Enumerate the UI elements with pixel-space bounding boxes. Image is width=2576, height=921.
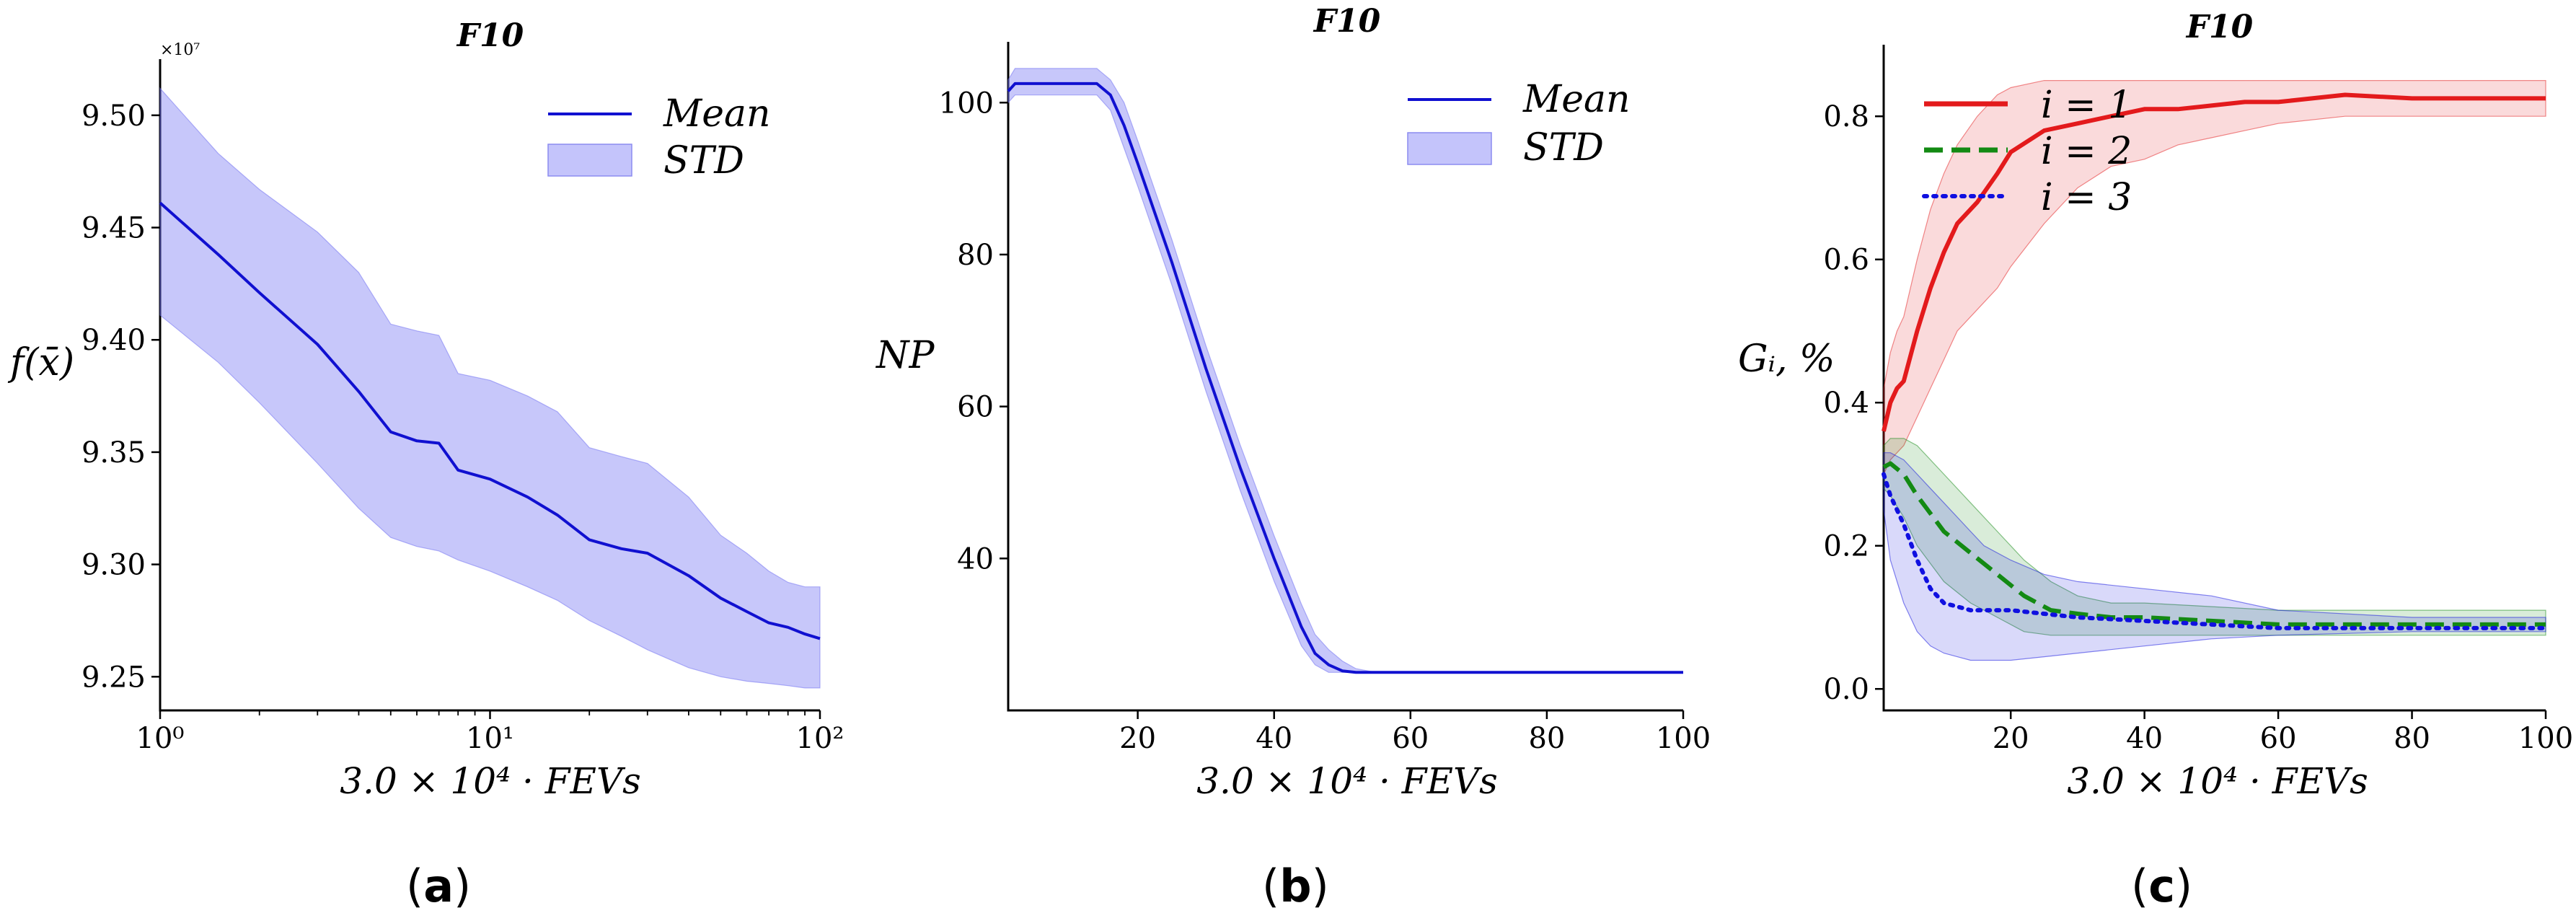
std-band-a-0: [159, 87, 821, 689]
panel-a-legend-std-swatch: [547, 144, 632, 177]
panel-b-ticks: 20 40 60 80 100 40 60 80 100: [939, 87, 1711, 755]
panel-b-caption-letter: b: [1279, 860, 1311, 912]
panel-a-multiplier: ×10⁷: [160, 41, 200, 59]
panel-c-xlabel: 3.0 × 10⁴ · FEVs: [2067, 760, 2368, 802]
panel-c-mean-lines: [1882, 92, 2548, 630]
panel-a-title: F10: [456, 17, 524, 54]
ytick-label-a-0: 9.25: [81, 661, 146, 694]
ytick-label-c-0: 0.0: [1823, 673, 1869, 706]
panel-c-caption-letter: c: [2148, 860, 2175, 912]
xtick-label-c-3: 80: [2394, 722, 2430, 755]
panel-a-legend: Mean STD: [547, 92, 771, 182]
panel-c-legend-i2: i = 2: [2041, 130, 2132, 173]
ytick-label-a-5: 9.50: [81, 100, 146, 133]
ytick-label-c-1: 0.2: [1823, 530, 1869, 563]
panel-c-legend: i = 1 i = 2 i = 3: [1922, 84, 2132, 219]
ytick-label-c-3: 0.6: [1823, 244, 1869, 277]
xtick-label-c-1: 40: [2126, 722, 2163, 755]
panel-c-ticks: 20 40 60 80 100 0.0 0.2 0.4 0.6 0.8: [1823, 100, 2573, 755]
xtick-label-a-2: 10²: [796, 722, 844, 755]
xtick-label-b-4: 100: [1656, 722, 1711, 755]
panel-a: F10 ×10⁷ 10⁰ 10¹ 10² 9.25 9.30 9.35 9.40 9.45 9.…: [7, 17, 844, 912]
panel-a-caption: (a): [406, 860, 471, 912]
panel-a-std-bands: [159, 87, 821, 689]
panel-c-std-bands: [1883, 80, 2546, 661]
ytick-label-a-2: 9.35: [81, 436, 146, 470]
ytick-label-c-2: 0.4: [1823, 387, 1869, 420]
panel-b-legend-std-swatch: [1407, 132, 1492, 165]
xtick-label-b-1: 40: [1256, 722, 1292, 755]
panel-b-ylabel: NP: [875, 334, 935, 377]
xtick-label-a-1: 10¹: [466, 722, 514, 755]
panel-c-caption: (c): [2131, 860, 2192, 912]
panel-a-ylabel: f(x̄): [7, 341, 74, 384]
panel-b-legend: Mean STD: [1407, 78, 1631, 169]
panel-b-legend-std: STD: [1523, 126, 1604, 169]
panel-b-title: F10: [1313, 3, 1381, 40]
mean-line-a-0: [159, 201, 821, 640]
xtick-label-b-2: 60: [1392, 722, 1429, 755]
ytick-label-b-0: 40: [957, 542, 994, 576]
panel-a-mean-lines: [159, 201, 821, 640]
std-band-c-0: [1883, 80, 2546, 475]
ytick-label-b-1: 60: [957, 391, 994, 424]
ytick-label-a-1: 9.30: [81, 549, 146, 582]
mean-line-b-0: [1007, 81, 1683, 674]
panel-c-legend-i3: i = 3: [2041, 176, 2132, 219]
ytick-label-b-2: 80: [957, 239, 994, 272]
panel-b-caption: (b): [1262, 860, 1329, 912]
ytick-label-a-4: 9.45: [81, 212, 146, 245]
xtick-label-c-0: 20: [1993, 722, 2029, 755]
ytick-label-b-3: 100: [939, 87, 994, 120]
mean-line-c-0: [1882, 92, 2546, 432]
xtick-label-b-3: 80: [1528, 722, 1565, 755]
panel-c-title: F10: [2185, 9, 2254, 45]
ytick-label-c-4: 0.8: [1823, 100, 1869, 133]
panel-a-legend-std: STD: [663, 139, 744, 182]
mean-line-c-2: [1882, 472, 2548, 630]
ytick-label-a-3: 9.40: [81, 324, 146, 357]
panel-b-axes: [1007, 42, 1683, 712]
panel-a-ticks: 10⁰ 10¹ 10² 9.25 9.30 9.35 9.40 9.45 9.50: [81, 100, 844, 755]
panel-a-xlabel: 3.0 × 10⁴ · FEVs: [340, 760, 641, 802]
panel-c-ylabel: Gᵢ, %: [1738, 338, 1835, 381]
panel-c-legend-i1: i = 1: [2041, 84, 2132, 127]
xtick-label-a-0: 10⁰: [136, 722, 185, 755]
xtick-label-c-2: 60: [2260, 722, 2297, 755]
std-band-c-1: [1883, 438, 2546, 636]
xtick-label-b-0: 20: [1119, 722, 1156, 755]
panel-b-xlabel: 3.0 × 10⁴ · FEVs: [1196, 760, 1498, 802]
panel-c: F10 20 40 60 80 100 0.0 0.2 0.4 0.6 0.8 Gᵢ, % 3.0…: [1738, 9, 2573, 912]
panel-a-caption-letter: a: [423, 860, 454, 912]
panel-a-legend-mean: Mean: [663, 92, 771, 136]
panel-c-axes: [1882, 45, 2546, 712]
panel-b-mean-lines: [1007, 81, 1683, 674]
mean-line-c-1: [1882, 461, 2546, 627]
panel-b: F10 20 40 60 80 100 40 60 80 100 NP 3.0 × 10⁴ · …: [875, 3, 1711, 912]
xtick-label-c-4: 100: [2518, 722, 2573, 755]
panel-b-legend-mean: Mean: [1522, 78, 1631, 121]
